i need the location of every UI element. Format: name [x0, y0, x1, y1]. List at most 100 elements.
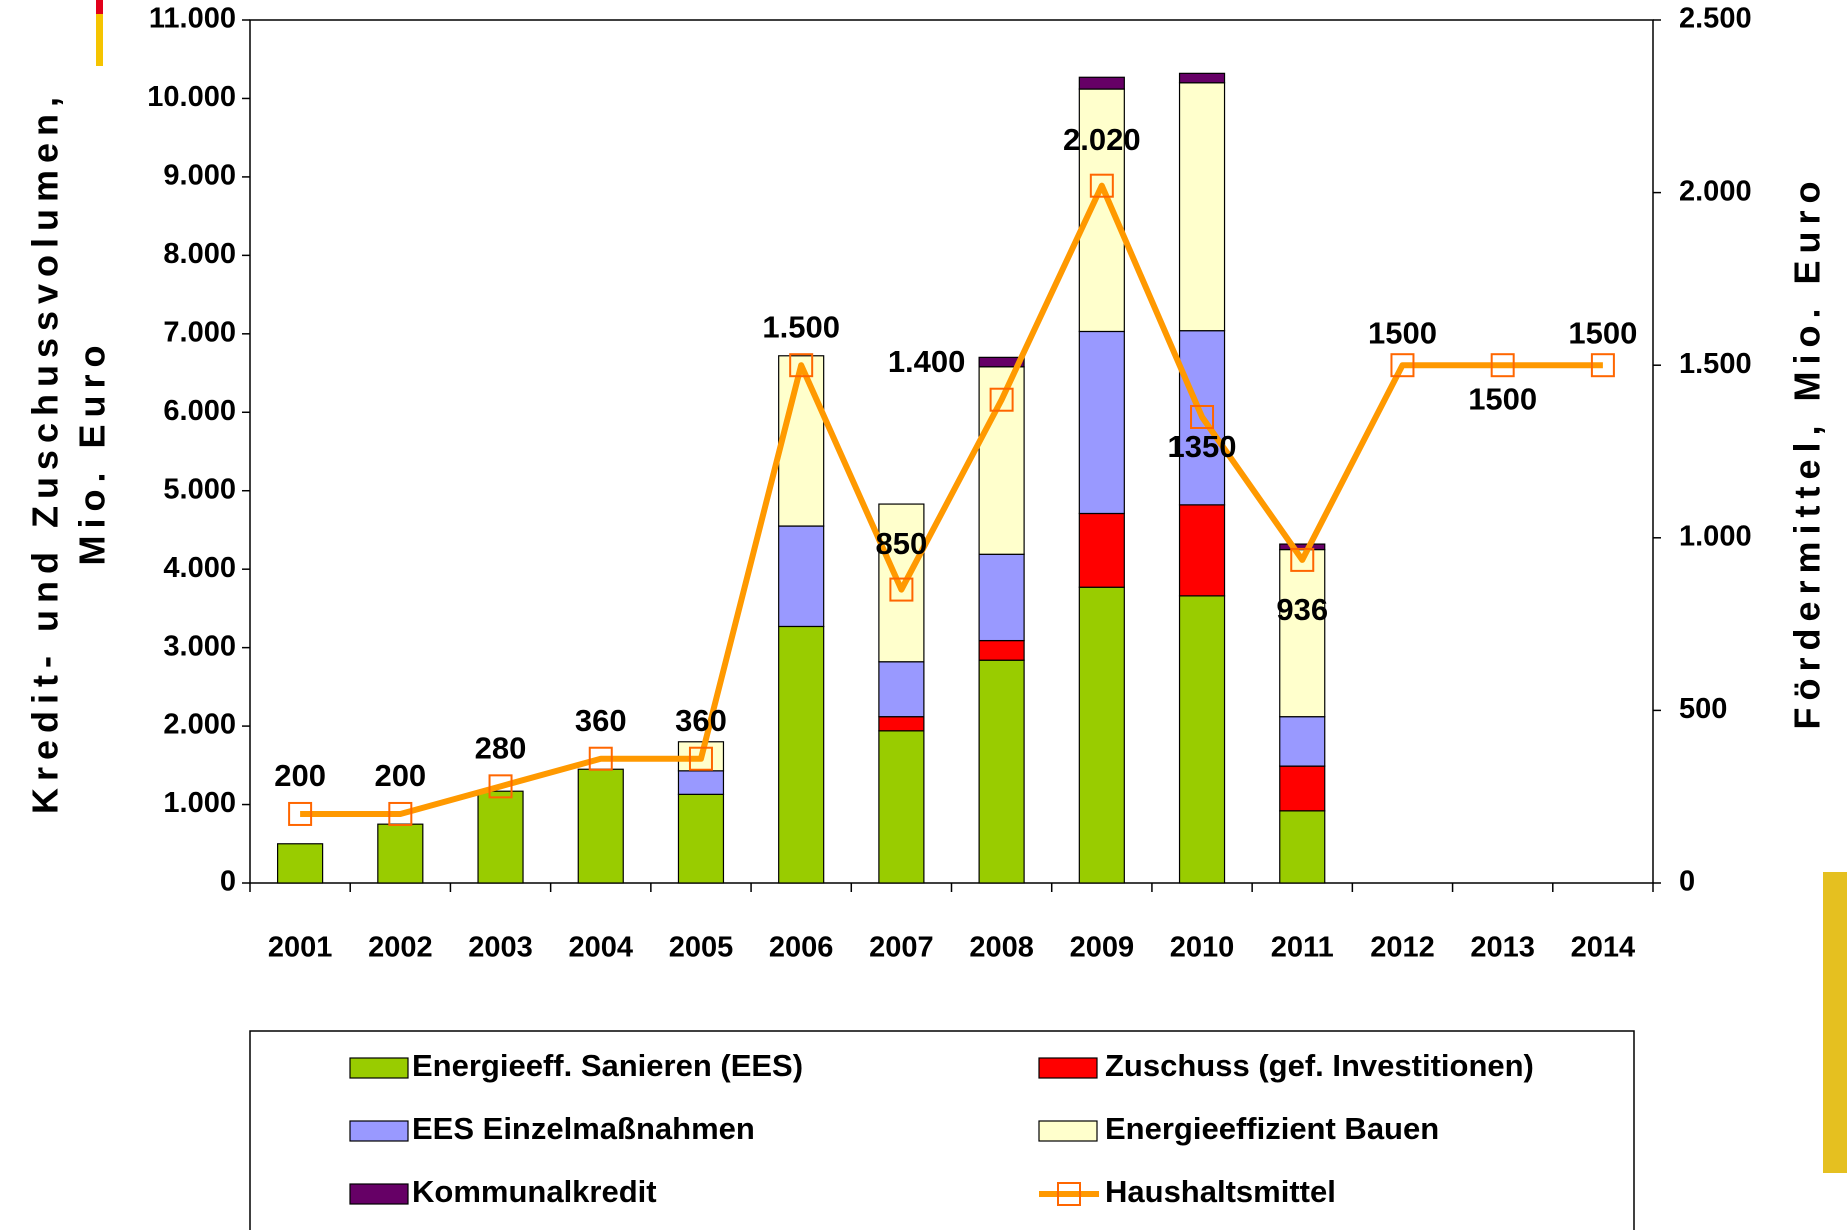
- plot-frame: [249, 19, 1654, 884]
- line-series: [300, 182, 1603, 817]
- x-tick-label: 2008: [969, 932, 1034, 964]
- legend-label: Energieeff. Sanieren (EES): [412, 1048, 803, 1083]
- bar-segment: [1078, 512, 1125, 588]
- line-marker: [1390, 353, 1415, 378]
- data-label: 1500: [1568, 315, 1637, 350]
- data-label: 200: [374, 758, 426, 793]
- legend-box: [249, 1030, 1635, 1230]
- legend-swatch: [1038, 1057, 1098, 1079]
- y-tick-label: 2.000: [163, 709, 236, 741]
- line-marker: [588, 746, 613, 771]
- bar-segment: [978, 553, 1025, 642]
- bar-segment: [1078, 586, 1125, 884]
- bar-segment: [377, 823, 424, 884]
- y2-axis-title: Fördermittel, Mio. Euro: [1787, 174, 1828, 729]
- bar-segment: [978, 639, 1025, 661]
- bar-segment: [1279, 810, 1326, 884]
- data-label: 200: [274, 758, 326, 793]
- legend-swatch: [349, 1057, 409, 1079]
- x-tick-label: 2002: [368, 932, 433, 964]
- y2-tick-label: 1.000: [1679, 520, 1752, 552]
- bar-segment: [978, 659, 1025, 884]
- y-tick-label: 9.000: [163, 160, 236, 192]
- legend-swatch: [1038, 1120, 1098, 1142]
- x-tick-label: 2013: [1470, 932, 1535, 964]
- bar-segment: [1279, 548, 1326, 718]
- line-marker: [989, 387, 1014, 412]
- line-marker: [1490, 353, 1515, 378]
- bar-segment: [1078, 76, 1125, 90]
- y-tick-label: 1.000: [163, 787, 236, 819]
- y-tick-label: 0: [220, 866, 236, 898]
- bar-segment: [978, 356, 1025, 368]
- data-label: 936: [1276, 592, 1328, 627]
- legend-swatch: [349, 1183, 409, 1205]
- x-tick-label: 2003: [468, 932, 533, 964]
- bar-segment: [1178, 595, 1226, 884]
- bar-segment: [1279, 716, 1326, 767]
- y-tick-label: 10.000: [147, 81, 236, 113]
- legend-label: Zuschuss (gef. Investitionen): [1105, 1048, 1534, 1083]
- y-tick-label: 11.000: [149, 3, 236, 35]
- bar-segment: [477, 790, 524, 884]
- bar-segment: [677, 793, 725, 884]
- y-tick-label: 8.000: [163, 238, 236, 270]
- x-tick-label: 2001: [268, 932, 333, 964]
- bar-segment: [878, 730, 925, 884]
- y-tick-label: 4.000: [163, 552, 236, 584]
- data-label: 1.400: [888, 344, 966, 379]
- y-tick-label: 7.000: [163, 316, 236, 348]
- legend-label: Kommunalkredit: [412, 1174, 657, 1209]
- x-tick-label: 2010: [1170, 932, 1235, 964]
- x-tick-label: 2009: [1070, 932, 1135, 964]
- legend-label: EES Einzelmaßnahmen: [412, 1111, 755, 1146]
- data-label: 280: [475, 731, 527, 766]
- bar-segment: [1078, 330, 1125, 515]
- line-marker: [1590, 353, 1615, 378]
- y-axis-title: Mio. Euro: [72, 339, 113, 566]
- legend-label: Energieeffizient Bauen: [1105, 1111, 1439, 1146]
- bar-segment: [778, 525, 825, 628]
- y-axis-title: Kredit- und Zuschussvolumen,: [25, 90, 66, 814]
- bar-segment: [277, 843, 324, 884]
- line-marker: [1290, 547, 1315, 572]
- bar-segment: [778, 355, 825, 527]
- bar-segment: [1178, 504, 1226, 597]
- decor-block: [1823, 872, 1847, 1173]
- data-label: 1500: [1468, 381, 1537, 416]
- data-label: 1.500: [762, 309, 840, 344]
- y-tick-label: 6.000: [163, 395, 236, 427]
- y2-tick-label: 1.500: [1679, 348, 1752, 380]
- data-label: 1500: [1368, 315, 1437, 350]
- line-marker: [488, 774, 513, 799]
- line-marker: [388, 801, 413, 826]
- bar-segment: [878, 716, 925, 732]
- bar-segment: [677, 770, 725, 795]
- x-tick-label: 2007: [869, 932, 934, 964]
- bar-segment: [1178, 82, 1226, 332]
- x-tick-label: 2006: [769, 932, 834, 964]
- line-marker: [288, 801, 313, 826]
- x-tick-label: 2004: [568, 932, 633, 964]
- legend-swatch: [349, 1120, 409, 1142]
- data-label: 2.020: [1063, 122, 1141, 157]
- bar-segment: [1078, 88, 1125, 333]
- y2-tick-label: 500: [1679, 693, 1727, 725]
- y-tick-label: 5.000: [163, 473, 236, 505]
- y2-tick-label: 2.500: [1679, 3, 1752, 35]
- decor-strip-yellow: [96, 14, 103, 66]
- x-tick-label: 2014: [1571, 932, 1636, 964]
- bar-segment: [577, 768, 624, 884]
- x-tick-label: 2005: [669, 932, 734, 964]
- bar-segment: [778, 625, 825, 884]
- x-tick-label: 2012: [1370, 932, 1435, 964]
- data-label: 850: [876, 526, 928, 561]
- line-marker: [1089, 173, 1114, 198]
- data-label: 360: [675, 703, 727, 738]
- bar-segment: [878, 661, 925, 718]
- line-marker: [688, 746, 713, 771]
- line-marker: [889, 577, 914, 602]
- data-label: 1350: [1168, 429, 1237, 464]
